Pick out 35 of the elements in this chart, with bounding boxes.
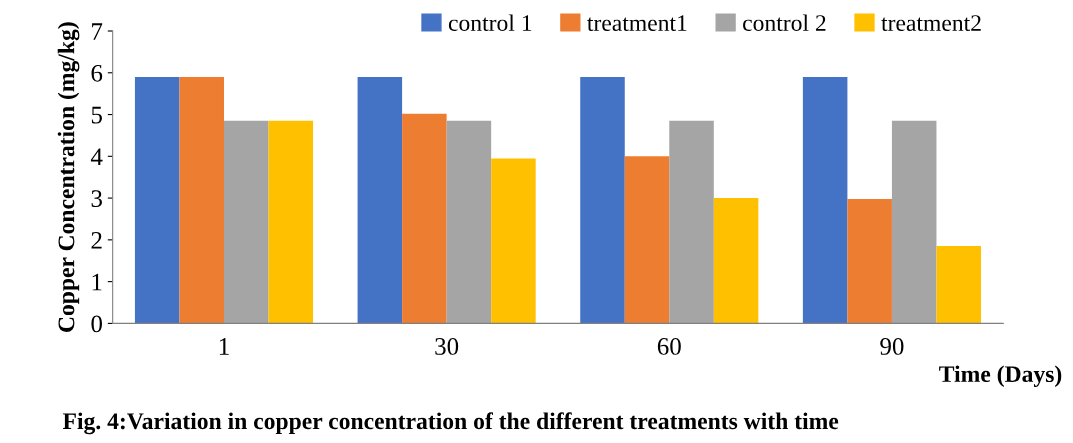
bar (491, 158, 536, 324)
bar (847, 198, 892, 324)
bar (446, 120, 492, 324)
x-tick-label: 30 (435, 338, 459, 355)
bar (580, 76, 625, 324)
bar (357, 76, 403, 324)
y-tick-label: 2 (91, 231, 102, 249)
bar (134, 76, 180, 324)
legend-label: control 2 (743, 14, 826, 32)
legend-label: treatment2 (881, 15, 981, 32)
x-tick-label: 1 (219, 338, 229, 355)
bar (891, 120, 937, 324)
bar (669, 120, 714, 324)
legend-label: control 1 (448, 14, 532, 32)
bar (402, 113, 447, 324)
x-tick-label: 90 (880, 338, 904, 355)
bar (936, 246, 981, 324)
bar (802, 76, 848, 324)
y-tick-label: 1 (92, 273, 102, 291)
x-tick-label: 60 (657, 338, 681, 355)
y-axis-title: Copper Concentration (mg/kg) (57, 22, 80, 332)
y-tick-label: 0 (91, 315, 102, 333)
y-tick-label: 7 (92, 23, 103, 40)
y-tick-label: 4 (90, 148, 103, 165)
legend-label: treatment1 (587, 15, 687, 32)
y-tick-label: 5 (91, 106, 102, 124)
bar (179, 76, 224, 324)
y-tick-label: 6 (91, 64, 103, 82)
bar (624, 156, 670, 324)
y-tick-label: 3 (91, 190, 102, 207)
bar (713, 198, 759, 324)
bar (223, 120, 269, 324)
text: Fig. 4:Variation in copper concentration of the different treatments with time (62, 412, 839, 435)
x-axis-title: Time (Days) (939, 365, 1062, 387)
bar (268, 120, 314, 324)
